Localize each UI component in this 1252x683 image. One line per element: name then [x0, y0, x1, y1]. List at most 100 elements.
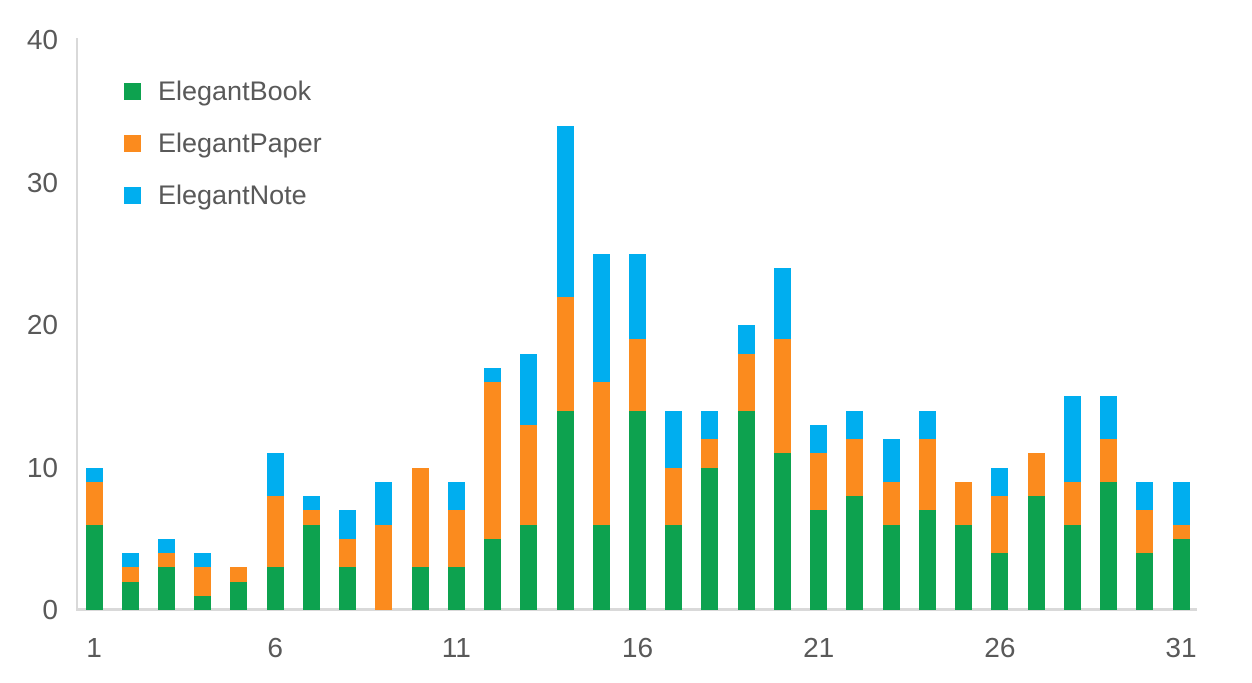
y-tick-label: 40: [26, 24, 58, 55]
bar-segment-elegantbook: [846, 496, 864, 610]
bar-segment-elegantbook: [339, 567, 357, 610]
bar-segment-elegantpaper: [302, 510, 320, 525]
bar-segment-elegantpaper: [121, 567, 139, 582]
bar-segment-elegantbook: [520, 524, 538, 610]
bar-segment-elegantpaper: [773, 339, 791, 454]
bar-segment-elegantnote: [1172, 481, 1190, 525]
x-tick-label: 6: [267, 632, 283, 663]
bar-segment-elegantnote: [375, 481, 393, 525]
x-tick-label: 16: [621, 632, 654, 663]
bar-segment-elegantbook: [592, 524, 610, 610]
bar-segment-elegantpaper: [629, 339, 646, 411]
bar-segment-elegantbook: [447, 567, 465, 610]
bar-segment-elegantnote: [194, 553, 212, 568]
bar-segment-elegantbook: [918, 510, 936, 610]
bar-segment-elegantpaper: [157, 553, 175, 568]
y-tick-label: 0: [42, 594, 58, 625]
bar-segment-elegantpaper: [85, 481, 103, 525]
bar-segment-elegantpaper: [846, 439, 864, 496]
x-tick-label: 21: [803, 632, 835, 663]
y-tick-label: 20: [26, 309, 58, 340]
bar-segment-elegantbook: [230, 581, 248, 610]
legend-swatch-elegantbook: [124, 83, 141, 100]
bar-segment-elegantnote: [737, 325, 755, 354]
bar-segment-elegantpaper: [1136, 510, 1154, 553]
legend-swatch-elegantpaper: [124, 135, 141, 152]
bar-segment-elegantbook: [266, 567, 284, 610]
bar-segment-elegantpaper: [484, 382, 502, 539]
y-axis-line: [76, 38, 78, 611]
bar-segment-elegantbook: [1172, 538, 1190, 610]
bar-segment-elegantpaper: [592, 382, 610, 525]
bar-segment-elegantpaper: [1172, 524, 1190, 539]
bar-segment-elegantpaper: [266, 496, 284, 568]
bar-segment-elegantnote: [85, 467, 103, 482]
legend-label-elegantbook: ElegantBook: [158, 76, 312, 106]
bar-segment-elegantnote: [918, 410, 936, 439]
bar-segment-elegantnote: [1100, 396, 1118, 439]
bar-segment-elegantnote: [846, 410, 864, 439]
chart-legend: ElegantBook ElegantPaper ElegantNote: [124, 78, 322, 234]
bar-segment-elegantnote: [121, 553, 139, 568]
bar-segment-elegantpaper: [411, 467, 429, 568]
bar-segment-elegantnote: [1063, 396, 1081, 482]
bar-segment-elegantbook: [556, 410, 574, 610]
bar-segment-elegantnote: [629, 253, 646, 340]
bar-segment-elegantnote: [701, 410, 719, 439]
bar-segment-elegantpaper: [665, 467, 683, 525]
x-tick-label: 26: [984, 632, 1016, 663]
bar-segment-elegantpaper: [520, 424, 538, 525]
bar-segment-elegantbook: [1100, 481, 1118, 610]
legend-item-elegantbook: ElegantBook: [124, 78, 322, 105]
y-tick-label: 30: [26, 166, 58, 198]
bar-segment-elegantpaper: [230, 567, 248, 582]
bar-segment-elegantnote: [339, 510, 357, 539]
bar-segment-elegantbook: [882, 524, 900, 610]
bar-segment-elegantbook: [1027, 496, 1045, 610]
legend-item-elegantnote: ElegantNote: [124, 182, 322, 209]
bar-segment-elegantbook: [1136, 553, 1154, 610]
y-tick-label: 10: [26, 451, 58, 483]
bar-segment-elegantnote: [157, 538, 175, 553]
bar-segment-elegantbook: [411, 567, 429, 610]
bar-segment-elegantbook: [121, 581, 139, 610]
x-tick-label: 11: [441, 632, 471, 663]
bar-segment-elegantpaper: [918, 439, 936, 511]
bar-segment-elegantnote: [520, 353, 538, 425]
bar-segment-elegantbook: [991, 553, 1009, 610]
bar-segment-elegantnote: [665, 410, 683, 468]
bar-segment-elegantnote: [810, 424, 828, 454]
bar-segment-elegantnote: [447, 481, 465, 511]
bar-segment-elegantpaper: [1027, 453, 1045, 496]
bar-segment-elegantpaper: [1100, 439, 1118, 482]
bar-segment-elegantbook: [629, 410, 646, 610]
bar-segment-elegantnote: [592, 253, 610, 382]
bar-segment-elegantpaper: [556, 296, 574, 411]
bar-segment-elegantbook: [1063, 524, 1081, 610]
bar-segment-elegantnote: [882, 439, 900, 482]
bar-segment-elegantnote: [773, 268, 791, 340]
bar-segment-elegantnote: [991, 467, 1009, 496]
bar-segment-elegantpaper: [194, 567, 212, 596]
legend-item-elegantpaper: ElegantPaper: [124, 130, 322, 157]
bar-segment-elegantpaper: [701, 439, 719, 468]
bar-segment-elegantpaper: [955, 481, 973, 525]
bar-segment-elegantbook: [955, 524, 973, 610]
bar-segment-elegantbook: [85, 524, 103, 610]
bar-segment-elegantpaper: [882, 481, 900, 525]
bar-segment-elegantpaper: [447, 510, 465, 568]
bar-segment-elegantbook: [737, 410, 755, 610]
bar-segment-elegantbook: [773, 453, 791, 610]
bar-segment-elegantbook: [810, 510, 828, 610]
legend-label-elegantpaper: ElegantPaper: [158, 128, 322, 158]
bar-segment-elegantpaper: [991, 496, 1009, 553]
x-tick-label: 31: [1165, 632, 1197, 663]
bar-segment-elegantbook: [157, 567, 175, 610]
bar-segment-elegantpaper: [1063, 481, 1081, 525]
legend-label-elegantnote: ElegantNote: [158, 180, 307, 210]
bar-segment-elegantbook: [302, 524, 320, 610]
bar-segment-elegantnote: [484, 367, 502, 382]
bar-segment-elegantbook: [665, 524, 683, 610]
x-tick-label: 1: [86, 632, 102, 663]
